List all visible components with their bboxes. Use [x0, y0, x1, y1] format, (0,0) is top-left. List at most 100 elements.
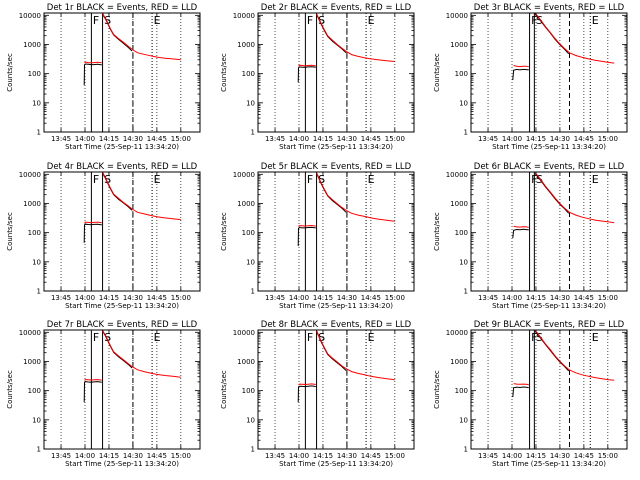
- series-line-lld: [534, 172, 615, 224]
- plot-frame: [43, 12, 201, 133]
- x-tick-label: 14:45: [574, 135, 594, 143]
- x-tick-label: 13:45: [265, 452, 285, 460]
- series-line-lld: [316, 172, 395, 222]
- x-axis-label: Start Time (25-Sep-11 13:34:20): [65, 302, 179, 310]
- x-tick-label: 15:00: [385, 452, 405, 460]
- chart-panel-3: Det 3r BLACK = Events, RED = LLDFSE11010…: [433, 3, 628, 151]
- y-tick-label: 1: [37, 288, 41, 296]
- y-tick-label: 10000: [446, 329, 468, 337]
- y-tick-label: 1: [464, 129, 468, 137]
- x-tick-label: 14:00: [289, 452, 309, 460]
- x-tick-label: 14:00: [502, 135, 522, 143]
- y-tick-label: 10000: [233, 171, 255, 179]
- y-axis-label: Counts/sec: [433, 370, 441, 409]
- x-axis-label: Start Time (25-Sep-11 13:34:20): [279, 143, 393, 151]
- chart-title: Det 3r BLACK = Events, RED = LLD: [474, 3, 625, 13]
- x-tick-label: 14:00: [75, 294, 95, 302]
- x-tick-label: 15:00: [171, 294, 191, 302]
- marker-label-e: E: [592, 14, 599, 27]
- y-tick-label: 100: [28, 387, 41, 395]
- x-tick-label: 14:30: [123, 452, 143, 460]
- y-tick-label: 100: [28, 70, 41, 78]
- x-tick-label: 14:15: [313, 135, 333, 143]
- x-tick-label: 14:00: [289, 135, 309, 143]
- x-tick-label: 14:45: [574, 452, 594, 460]
- marker-label-s: S: [536, 14, 543, 27]
- y-axis-label: Counts/sec: [220, 370, 228, 409]
- x-tick-label: 14:30: [123, 294, 143, 302]
- series-line-lld: [513, 225, 529, 228]
- series-line-lld: [316, 13, 395, 62]
- y-axis-label: Counts/sec: [6, 212, 14, 251]
- x-tick-label: 14:15: [313, 294, 333, 302]
- x-tick-label: 14:45: [147, 294, 167, 302]
- series-line-lld: [298, 224, 316, 227]
- plot-frame: [257, 12, 415, 133]
- marker-label-e: E: [154, 331, 161, 344]
- x-tick-label: 13:45: [265, 135, 285, 143]
- series-line-lld: [316, 330, 395, 381]
- x-tick-label: 14:00: [289, 294, 309, 302]
- x-tick-label: 14:15: [526, 452, 546, 460]
- series-line-lld: [513, 383, 529, 386]
- y-axis-label: Counts/sec: [220, 53, 228, 92]
- y-axis-label: Counts/sec: [220, 212, 228, 251]
- y-tick-label: 1000: [23, 358, 41, 366]
- x-tick-label: 14:00: [75, 135, 95, 143]
- y-tick-label: 10000: [233, 329, 255, 337]
- series-line-events: [83, 63, 102, 86]
- y-tick-label: 100: [242, 387, 255, 395]
- x-tick-label: 14:30: [123, 135, 143, 143]
- marker-label-e: E: [368, 173, 375, 186]
- y-tick-label: 10: [246, 258, 255, 266]
- x-tick-label: 14:30: [550, 135, 570, 143]
- chart-panel-6: Det 6r BLACK = Events, RED = LLDFSE11010…: [433, 162, 628, 310]
- y-tick-label: 1000: [450, 200, 468, 208]
- marker-label-s: S: [104, 14, 111, 27]
- y-tick-label: 1000: [237, 358, 255, 366]
- series-line-events: [83, 223, 102, 243]
- marker-label-e: E: [154, 173, 161, 186]
- y-tick-label: 1: [37, 129, 41, 137]
- chart-title: Det 1r BLACK = Events, RED = LLD: [47, 3, 198, 13]
- y-tick-label: 10: [32, 99, 41, 107]
- plot-frame: [43, 329, 201, 450]
- marker-label-e: E: [368, 331, 375, 344]
- y-tick-label: 100: [242, 70, 255, 78]
- chart-title: Det 8r BLACK = Events, RED = LLD: [261, 320, 412, 330]
- marker-label-s: S: [318, 173, 325, 186]
- x-tick-label: 14:00: [502, 452, 522, 460]
- x-tick-label: 14:45: [147, 135, 167, 143]
- x-tick-label: 14:15: [313, 452, 333, 460]
- y-tick-label: 10000: [19, 12, 41, 20]
- x-tick-label: 14:30: [337, 294, 357, 302]
- y-tick-label: 100: [242, 229, 255, 237]
- marker-label-f: F: [93, 331, 99, 344]
- y-tick-label: 100: [455, 70, 468, 78]
- y-axis-label: Counts/sec: [433, 212, 441, 251]
- y-tick-label: 1000: [237, 41, 255, 49]
- series-line-lld: [298, 383, 316, 386]
- x-tick-label: 14:00: [75, 452, 95, 460]
- marker-label-s: S: [318, 331, 325, 344]
- x-axis-label: Start Time (25-Sep-11 13:34:20): [492, 460, 606, 468]
- y-tick-label: 10000: [19, 171, 41, 179]
- x-tick-label: 15:00: [171, 452, 191, 460]
- x-tick-label: 13:45: [265, 294, 285, 302]
- series-line-events: [297, 226, 316, 247]
- chart-panel-9: Det 9r BLACK = Events, RED = LLDFSE11010…: [433, 320, 628, 468]
- x-tick-label: 14:45: [361, 452, 381, 460]
- y-tick-label: 10: [459, 99, 468, 107]
- x-axis-label: Start Time (25-Sep-11 13:34:20): [492, 143, 606, 151]
- x-tick-label: 15:00: [385, 294, 405, 302]
- marker-label-s: S: [104, 331, 111, 344]
- y-tick-label: 1000: [237, 200, 255, 208]
- marker-label-e: E: [592, 331, 599, 344]
- series-line-lld: [534, 13, 615, 64]
- x-axis-label: Start Time (25-Sep-11 13:34:20): [65, 460, 179, 468]
- plot-frame: [43, 171, 201, 292]
- y-tick-label: 1: [251, 129, 255, 137]
- marker-label-f: F: [307, 173, 313, 186]
- series-line-lld: [298, 64, 316, 67]
- x-tick-label: 14:15: [99, 452, 119, 460]
